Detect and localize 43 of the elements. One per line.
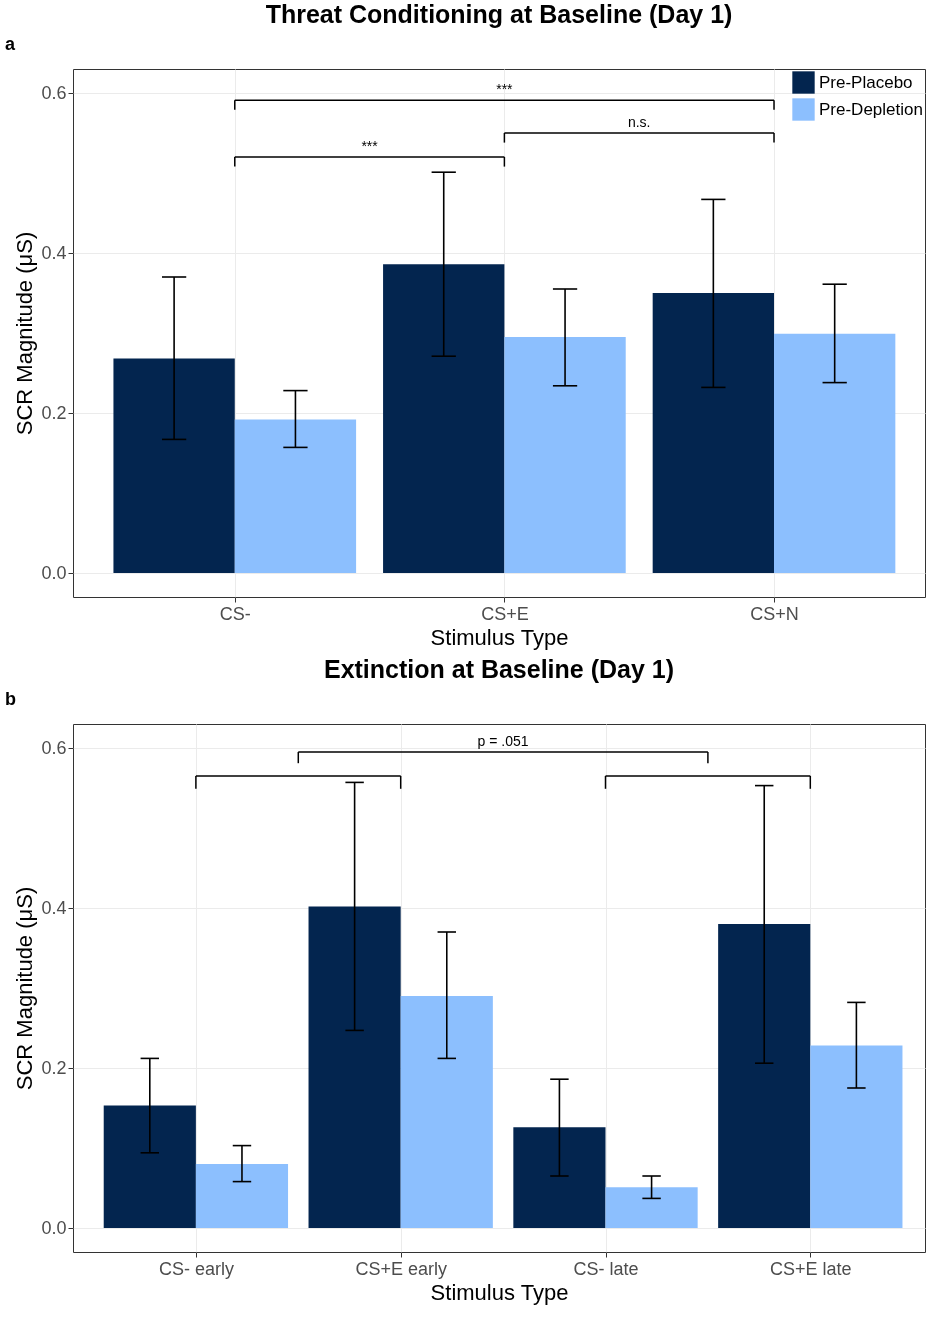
x-axis-title: Stimulus Type: [430, 1279, 569, 1305]
legend-label: Pre-Depletion: [819, 99, 923, 119]
x-tick-label: CS+E early: [355, 1258, 447, 1279]
bar: [308, 906, 401, 1228]
y-tick-label: 0.0: [41, 562, 67, 583]
x-axis-title: Stimulus Type: [430, 624, 569, 650]
text: a: [5, 34, 16, 54]
text: b: [5, 689, 16, 709]
bar: [810, 1045, 903, 1228]
bar: [504, 337, 626, 573]
y-tick-label: 0.4: [41, 242, 67, 263]
x-tick-label: CS- late: [573, 1258, 639, 1279]
y-tick-label: 0.0: [41, 1217, 67, 1238]
bar: [234, 419, 357, 573]
annotation: n.s.: [627, 114, 651, 130]
bar: [513, 1127, 606, 1228]
x-tick-label: CS+N: [750, 603, 799, 624]
y-tick-label: 0.2: [41, 402, 67, 423]
y-tick-label: 0.4: [41, 897, 67, 918]
bar: [113, 358, 235, 573]
x-tick-label: CS- early: [158, 1258, 234, 1279]
bar: [103, 1105, 196, 1228]
y-tick-label: 0.6: [41, 82, 67, 103]
bar: [652, 293, 775, 573]
y-tick-label: 0.6: [41, 737, 67, 758]
y-axis-title: SCR Magnitude (μS): [12, 231, 38, 436]
bar: [605, 1187, 698, 1228]
chart-title: Extinction at Baseline (Day 1): [323, 655, 675, 683]
x-tick-label: CS-: [219, 603, 251, 624]
bar: [195, 1164, 289, 1228]
x-tick-label: CS+E: [481, 603, 529, 624]
y-tick-label: 0.2: [41, 1057, 67, 1078]
bar: [718, 924, 811, 1228]
bar: [774, 333, 896, 573]
annotation: p = .051: [477, 733, 529, 749]
chart-title: Threat Conditioning at Baseline (Day 1): [265, 0, 733, 28]
y-axis-title: SCR Magnitude (μS): [12, 886, 38, 1091]
legend-label: Pre-Placebo: [819, 72, 913, 92]
annotation: ***: [496, 81, 514, 98]
x-tick-label: CS+E late: [770, 1258, 852, 1279]
bar: [400, 996, 493, 1228]
annotation: ***: [361, 138, 379, 154]
bar: [383, 264, 505, 573]
